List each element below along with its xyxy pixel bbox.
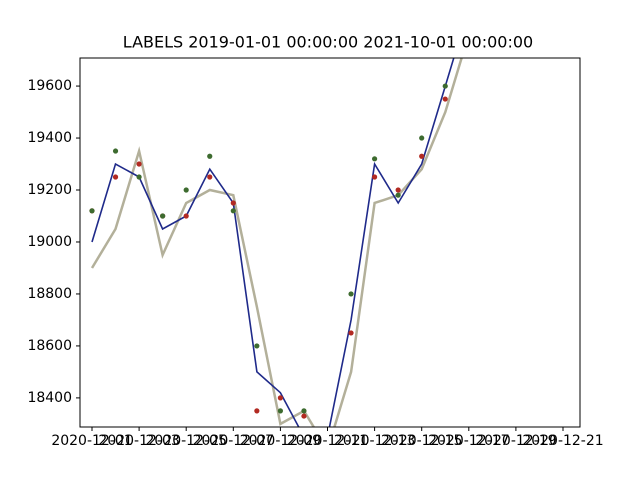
y-tick-label: 18600 bbox=[27, 338, 72, 354]
x-tick-label: 2020-12-05 bbox=[146, 433, 227, 449]
x-tick-label: 2020-12-01 bbox=[51, 433, 132, 449]
data-point bbox=[183, 213, 189, 219]
data-point bbox=[442, 83, 448, 89]
y-tick-label: 19200 bbox=[27, 182, 72, 198]
data-point bbox=[136, 161, 142, 167]
x-tick-label: 2020-12-13 bbox=[334, 433, 415, 449]
y-tick-label: 19000 bbox=[27, 234, 72, 250]
y-tick-label: 19600 bbox=[27, 78, 72, 94]
data-point bbox=[395, 187, 401, 193]
data-point bbox=[301, 408, 307, 414]
y-tick-label: 18800 bbox=[27, 286, 72, 302]
data-point bbox=[442, 96, 448, 102]
data-point bbox=[348, 330, 354, 336]
data-point bbox=[112, 174, 119, 180]
data-point bbox=[372, 174, 378, 180]
data-point bbox=[230, 200, 236, 206]
x-tick-label: 2020-12-17 bbox=[428, 433, 509, 449]
data-point bbox=[160, 213, 166, 219]
chart-title: LABELS 2019-01-01 00:00:00 2021-10-01 00… bbox=[123, 33, 533, 52]
data-point bbox=[112, 148, 119, 154]
data-point bbox=[89, 208, 95, 214]
series-line bbox=[91, 58, 455, 427]
data-point bbox=[419, 135, 425, 141]
plot-area bbox=[89, 58, 463, 427]
y-tick-label: 18400 bbox=[27, 390, 72, 406]
series-line bbox=[90, 58, 463, 427]
data-point bbox=[254, 343, 260, 349]
y-tick-label: 19400 bbox=[27, 130, 72, 146]
x-tick-label: 2020-12-07 bbox=[193, 433, 274, 449]
x-tick-label: 2020-12-15 bbox=[381, 433, 462, 449]
data-point bbox=[348, 291, 354, 297]
data-point bbox=[301, 413, 307, 419]
x-tick-label: 2020-12-03 bbox=[98, 433, 179, 449]
x-tick-label: 2020-12-09 bbox=[240, 433, 321, 449]
data-point bbox=[277, 395, 283, 401]
data-point bbox=[254, 408, 260, 414]
data-point bbox=[230, 208, 236, 214]
x-tick-label: 2020-12-19 bbox=[475, 433, 556, 449]
x-tick-label: 2020-12-11 bbox=[287, 433, 368, 449]
axes-frame bbox=[79, 57, 581, 428]
data-point bbox=[136, 174, 142, 180]
data-point bbox=[183, 187, 189, 193]
data-point bbox=[419, 153, 425, 159]
data-point bbox=[277, 408, 283, 414]
data-point bbox=[207, 153, 213, 159]
data-point bbox=[395, 192, 401, 198]
data-point bbox=[207, 174, 213, 180]
data-point bbox=[372, 156, 378, 162]
x-tick-label: 2020-12-21 bbox=[522, 433, 603, 449]
